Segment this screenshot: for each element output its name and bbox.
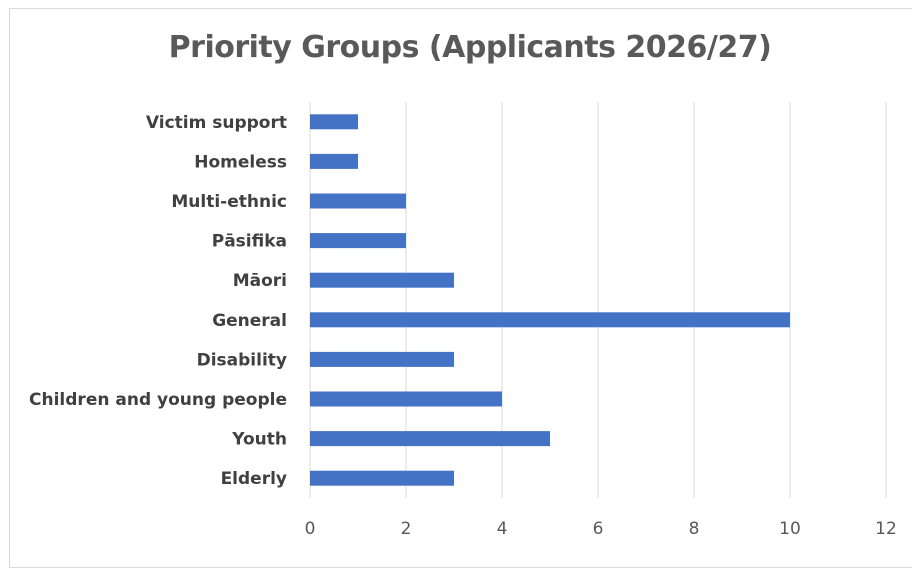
x-tick-label: 4 (497, 519, 508, 539)
chart-plot: Victim support Homeless Multi-ethnic Pāsifi… (29, 102, 897, 539)
bar-homeless (310, 153, 358, 169)
bar-m-ori (310, 272, 454, 288)
category-label: Disability (197, 350, 287, 370)
x-tick-labels: 0 2 4 6 8 10 12 (305, 519, 897, 539)
category-label: Youth (231, 430, 287, 450)
category-label: Elderly (221, 469, 287, 489)
category-label: Victim support (146, 113, 287, 133)
x-tick-label: 10 (779, 519, 801, 539)
chart-frame (9, 8, 912, 568)
category-label: Māori (233, 271, 287, 291)
category-labels: Victim support Homeless Multi-ethnic Pāsifi… (29, 113, 287, 489)
chart-title: Priority Groups (Applicants 2026/27) (168, 30, 772, 65)
category-label: Homeless (194, 152, 287, 172)
category-label: Pāsifika (212, 232, 287, 252)
x-tick-label: 6 (593, 519, 604, 539)
bar-victim-support (310, 114, 358, 130)
x-tick-label: 2 (401, 519, 412, 539)
x-tick-label: 0 (305, 519, 316, 539)
bar-youth (310, 431, 550, 447)
bar-children-and-young-people (310, 391, 502, 407)
bar-disability (310, 351, 454, 367)
bar-multi-ethnic (310, 193, 406, 209)
category-label: Multi-ethnic (171, 192, 287, 212)
category-label: Children and young people (29, 390, 287, 410)
bar-elderly (310, 470, 454, 486)
bars (310, 114, 790, 486)
x-tick-label: 12 (875, 519, 897, 539)
category-label: General (212, 311, 287, 331)
bar-p-sifika (310, 233, 406, 249)
bar-general (310, 312, 790, 328)
x-tick-label: 8 (689, 519, 700, 539)
